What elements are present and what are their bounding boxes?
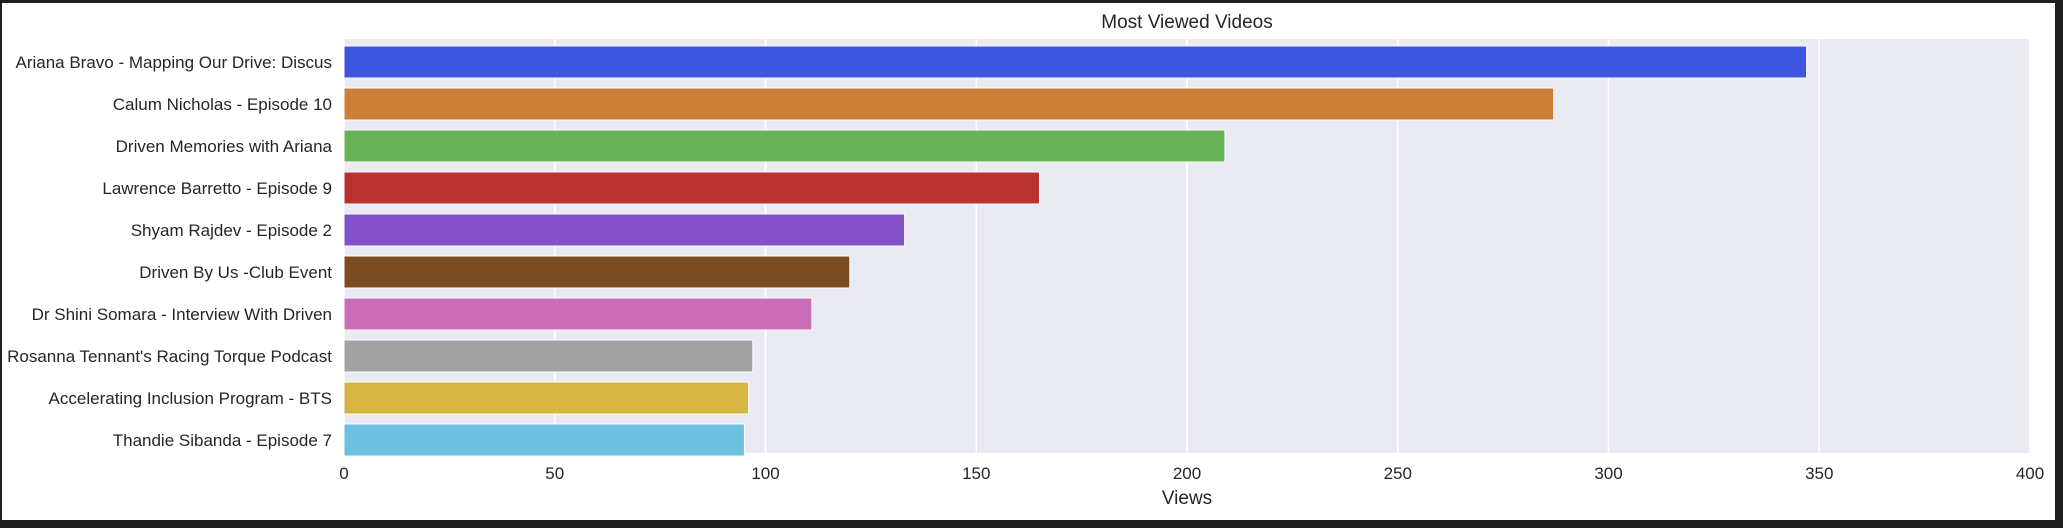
x-tick-label: 400 (2016, 464, 2044, 483)
bar (343, 423, 745, 457)
category-label: Thandie Sibanda - Episode 7 (113, 431, 332, 450)
category-label: Accelerating Inclusion Program - BTS (49, 389, 332, 408)
bar (343, 213, 906, 247)
bar (343, 87, 1555, 121)
x-tick-label: 0 (339, 464, 348, 483)
category-labels: Ariana Bravo - Mapping Our Drive: Discus… (7, 53, 332, 450)
bar (343, 255, 851, 289)
bars (343, 45, 1808, 457)
x-tick-label: 350 (1805, 464, 1833, 483)
x-tick-label: 300 (1594, 464, 1622, 483)
bar (343, 339, 754, 373)
bar (343, 129, 1226, 163)
x-tick-labels: 0 50 100 150 200 250 300 350 400 (339, 464, 2044, 483)
bar (343, 297, 813, 331)
bar (343, 381, 750, 415)
bar (343, 45, 1808, 79)
x-axis-title: Views (1162, 488, 1212, 509)
category-label: Driven Memories with Ariana (116, 137, 333, 156)
chart-title: Most Viewed Videos (1101, 12, 1272, 33)
category-label: Driven By Us -Club Event (139, 263, 332, 282)
x-tick-label: 250 (1384, 464, 1412, 483)
category-label: Dr Shini Somara - Interview With Driven (32, 305, 332, 324)
bar-chart: Ariana Bravo - Mapping Our Drive: Discus… (7, 12, 2044, 509)
x-tick-label: 100 (751, 464, 779, 483)
category-label: Ariana Bravo - Mapping Our Drive: Discus (15, 53, 332, 72)
x-tick-label: 50 (545, 464, 564, 483)
x-tick-label: 200 (1173, 464, 1201, 483)
x-tick-label: 150 (962, 464, 990, 483)
category-label: Rosanna Tennant's Racing Torque Podcast (7, 347, 332, 366)
category-label: Calum Nicholas - Episode 10 (113, 95, 332, 114)
category-label: Shyam Rajdev - Episode 2 (131, 221, 332, 240)
bar (343, 171, 1040, 205)
category-label: Lawrence Barretto - Episode 9 (102, 179, 332, 198)
